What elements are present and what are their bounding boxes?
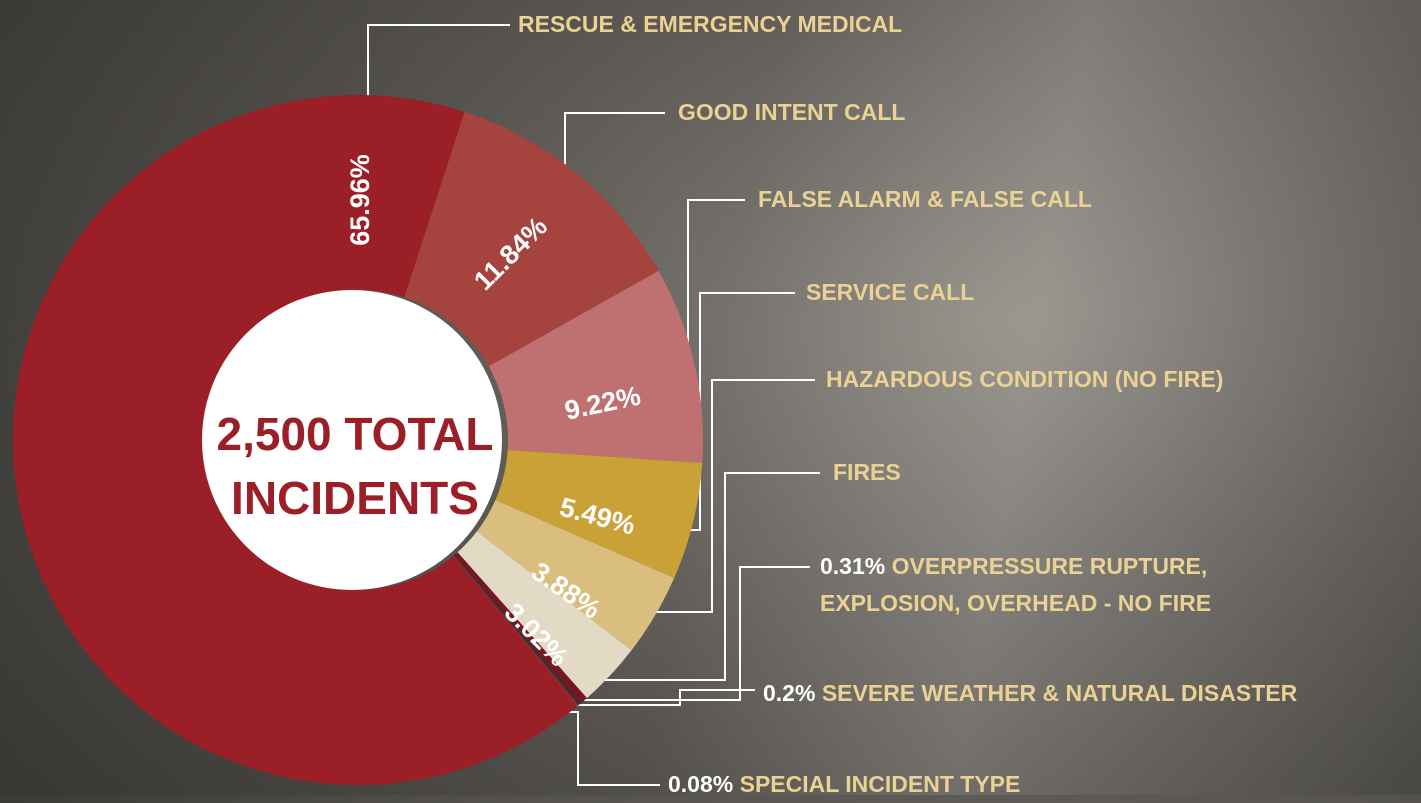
- value-label: 0.31%: [820, 553, 885, 579]
- category-label: FIRES: [833, 454, 901, 491]
- category-label: 0.08% SPECIAL INCIDENT TYPE: [668, 766, 1020, 803]
- category-name: GOOD INTENT CALL: [678, 99, 905, 125]
- category-name: HAZARDOUS CONDITION (NO FIRE): [826, 366, 1223, 392]
- category-name: SEVERE WEATHER & NATURAL DISASTER: [822, 680, 1297, 706]
- leader-line: [566, 712, 660, 785]
- category-name: RESCUE & EMERGENCY MEDICAL: [518, 11, 902, 37]
- center-label: 2,500 TOTAL INCIDENTS: [205, 402, 505, 530]
- category-name: FIRES: [833, 459, 901, 485]
- page: 65.96%11.84%9.22%5.49%3.88%3.02% 2,500 T…: [0, 0, 1421, 795]
- category-name: SERVICE CALL: [806, 279, 974, 305]
- category-label: 0.2% SEVERE WEATHER & NATURAL DISASTER: [763, 675, 1297, 712]
- category-label: RESCUE & EMERGENCY MEDICAL: [518, 6, 902, 43]
- value-label: 65.96%: [345, 154, 375, 246]
- value-label: 0.2%: [763, 680, 815, 706]
- category-label: HAZARDOUS CONDITION (NO FIRE): [826, 361, 1223, 398]
- leader-line: [568, 690, 755, 705]
- category-label: 0.31% OVERPRESSURE RUPTURE, EXPLOSION, O…: [820, 548, 1300, 622]
- category-name: SPECIAL INCIDENT TYPE: [740, 771, 1021, 797]
- category-label: GOOD INTENT CALL: [678, 94, 905, 131]
- category-name: FALSE ALARM & FALSE CALL: [758, 186, 1092, 212]
- category-label: SERVICE CALL: [806, 274, 974, 311]
- category-label: FALSE ALARM & FALSE CALL: [758, 181, 1092, 218]
- value-label: 0.08%: [668, 771, 733, 797]
